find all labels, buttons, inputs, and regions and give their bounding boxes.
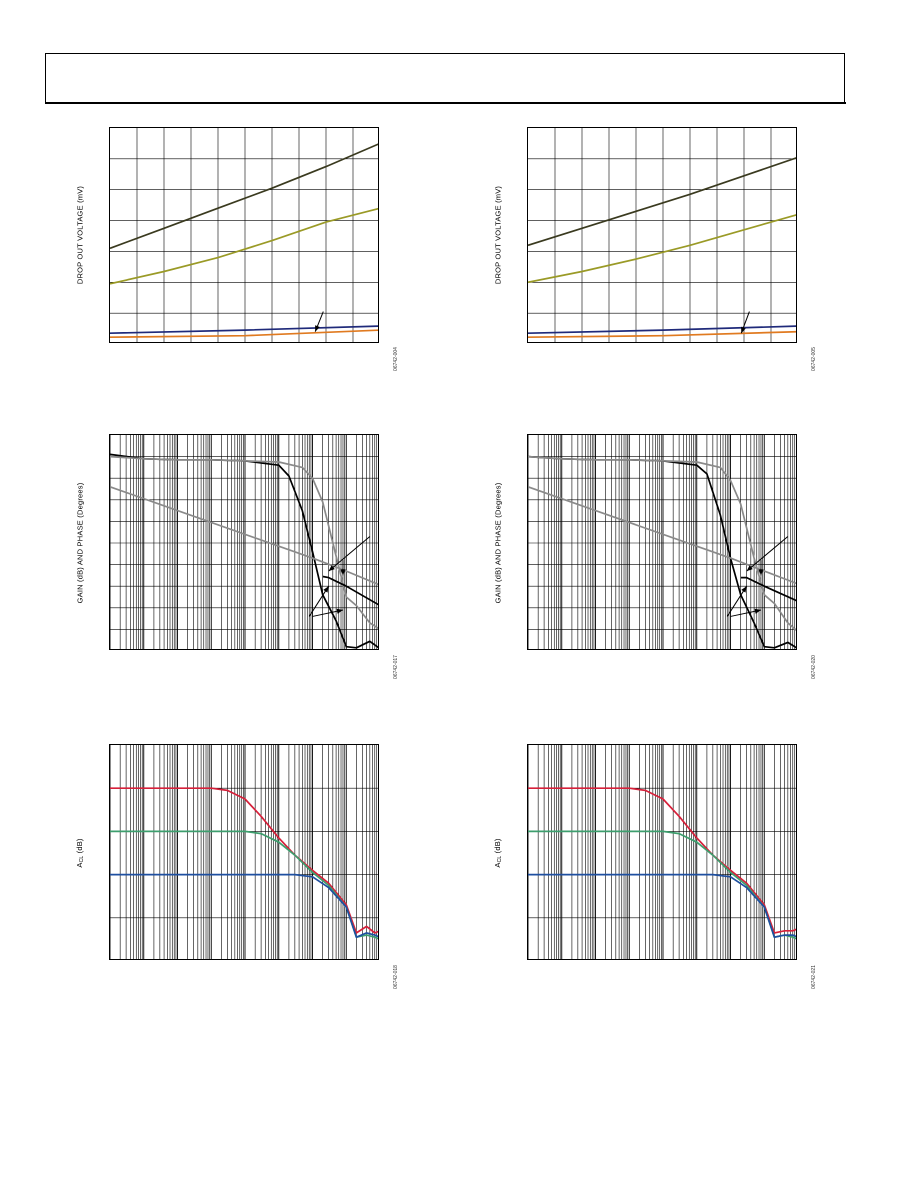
plot-svg — [528, 128, 796, 342]
y-axis-label: DROP OUT VOLTAGE (mV) — [75, 185, 85, 285]
series-line-2 — [528, 214, 796, 284]
series-line-2 — [110, 455, 378, 630]
annotation-arrowhead-1 — [328, 565, 335, 572]
plot-area — [527, 127, 797, 343]
y-axis-label-unit: (dB) — [75, 838, 84, 856]
annotation-arrow-1 — [746, 536, 789, 572]
plot-svg — [528, 435, 796, 649]
annotation-arrowhead-1 — [315, 325, 320, 332]
plot-area — [109, 744, 379, 960]
annotation-arrowhead-3 — [323, 586, 329, 593]
figure-code: 06742-018 — [393, 965, 399, 989]
header-rule — [45, 102, 846, 104]
series-line-3 — [528, 873, 796, 939]
grid — [528, 435, 796, 649]
plot-area — [109, 434, 379, 650]
y-axis-label-sub: CL — [79, 855, 85, 863]
y-axis-label: ACL (dB) — [493, 838, 503, 867]
annotation-arrow-3 — [726, 585, 748, 617]
page-header-box — [45, 53, 845, 103]
series-line-3 — [110, 873, 378, 939]
figure-code: 06742-004 — [393, 347, 399, 371]
plot-svg — [110, 128, 378, 342]
grid — [110, 128, 378, 342]
plot-area — [527, 744, 797, 960]
y-axis-label: GAIN (dB) AND PHASE (Degrees) — [75, 482, 85, 604]
figure-code: 06742-017 — [393, 655, 399, 679]
y-axis-label-main: A — [493, 862, 502, 868]
series-line-4 — [322, 575, 378, 606]
annotation-arrowhead-2 — [340, 569, 346, 576]
annotation-arrowhead-3 — [741, 586, 747, 593]
annotation-arrowhead-1 — [746, 565, 753, 572]
plot-area — [527, 434, 797, 650]
y-axis-label-sub: CL — [497, 855, 503, 863]
figure-code: 06742-021 — [811, 965, 817, 989]
grid — [528, 745, 796, 959]
series-line-2 — [110, 830, 378, 940]
annotation-arrow-3 — [308, 585, 330, 617]
series-line-3 — [528, 485, 796, 585]
y-axis-label-unit: (dB) — [493, 838, 502, 856]
annotation-arrow-1 — [328, 536, 371, 572]
y-axis-label: GAIN (dB) AND PHASE (Degrees) — [493, 482, 503, 604]
series-line-4 — [740, 576, 796, 602]
series-line-1 — [110, 143, 378, 250]
annotation-arrowhead-2 — [758, 569, 764, 576]
grid — [528, 128, 796, 342]
series-line-3 — [110, 485, 378, 586]
grid — [110, 745, 378, 959]
plot-area — [109, 127, 379, 343]
y-axis-label: DROP OUT VOLTAGE (mV) — [493, 185, 503, 285]
series-line-4 — [528, 330, 796, 339]
series-line-4 — [110, 329, 378, 339]
series-line-3 — [110, 325, 378, 335]
series-line-2 — [528, 455, 796, 632]
plot-svg — [528, 745, 796, 959]
grid — [110, 435, 378, 649]
annotation-arrowhead-4 — [336, 608, 343, 614]
annotation-arrowhead-1 — [741, 326, 746, 334]
series-line-1 — [528, 157, 796, 247]
figure-code: 06742-020 — [811, 655, 817, 679]
y-axis-label: ACL (dB) — [75, 838, 85, 867]
plot-svg — [110, 745, 378, 959]
annotation-arrowhead-4 — [754, 608, 761, 614]
plot-svg — [110, 435, 378, 649]
y-axis-label-main: A — [75, 862, 84, 868]
figure-code: 06742-005 — [811, 347, 817, 371]
series-line-2 — [110, 207, 378, 285]
series-line-3 — [528, 325, 796, 335]
